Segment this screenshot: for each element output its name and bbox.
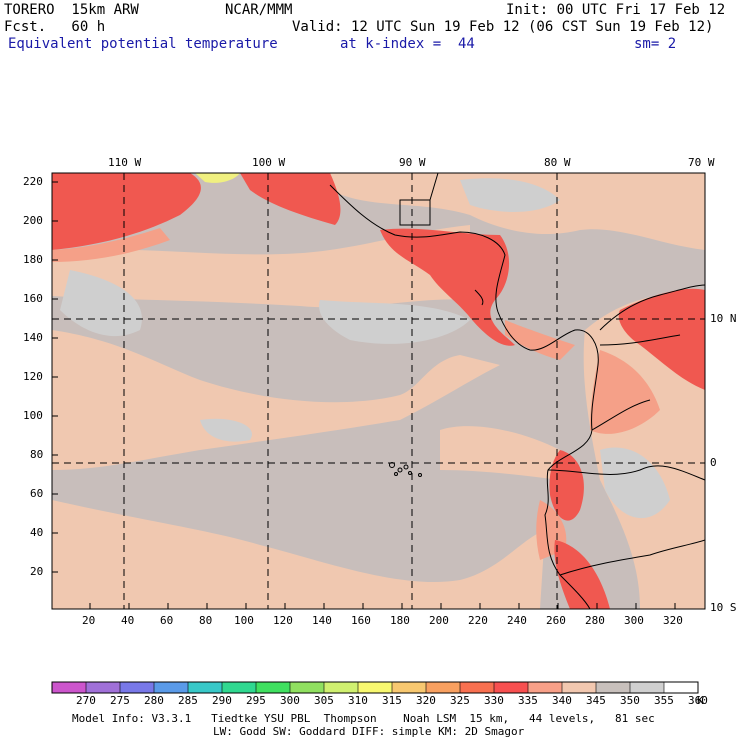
lat-label-10s: 10 S: [710, 601, 737, 614]
field-name: Equivalent potential temperature: [8, 36, 278, 52]
k-index: at k-index = 44: [340, 36, 475, 52]
colorbar-swatch: [324, 682, 359, 693]
y-tick: 200: [23, 214, 43, 227]
x-tick: 60: [160, 614, 174, 627]
y-tick: 80: [30, 448, 44, 461]
colorbar-label: 315: [382, 694, 402, 707]
colorbar-label: 275: [110, 694, 130, 707]
x-tick: 80: [199, 614, 213, 627]
coastlines: [329, 173, 705, 609]
y-tick: 220: [23, 175, 43, 188]
lon-label-110w: 110 W: [108, 156, 142, 169]
colorbar-label: 290: [212, 694, 232, 707]
x-tick: 160: [351, 614, 371, 627]
x-tick: 280: [585, 614, 605, 627]
valid-time: Valid: 12 UTC Sun 19 Feb 12 (06 CST Sun …: [292, 19, 714, 35]
lon-label-70w: 70 W: [688, 156, 715, 169]
colorbar-swatch: [290, 682, 325, 693]
colorbar-swatch: [52, 682, 87, 693]
x-tick: 260: [546, 614, 566, 627]
colorbar-swatch: [392, 682, 427, 693]
model-title: TORERO 15km ARW: [4, 2, 139, 18]
colorbar-swatch: [154, 682, 189, 693]
colorbar-label: 335: [518, 694, 538, 707]
colorbar-swatch: [358, 682, 393, 693]
y-tick: 140: [23, 331, 43, 344]
y-tick: 100: [23, 409, 43, 422]
colorbar-label: 305: [314, 694, 334, 707]
colorbar: [51, 681, 699, 694]
colorbar-swatch: [86, 682, 121, 693]
init-time: Init: 00 UTC Fri 17 Feb 12: [506, 2, 726, 18]
y-tick: 120: [23, 370, 43, 383]
colorbar-label: 270: [76, 694, 96, 707]
colorbar-swatch: [528, 682, 563, 693]
colorbar-swatch: [222, 682, 257, 693]
colorbar-swatch: [596, 682, 631, 693]
x-tick: 120: [273, 614, 293, 627]
x-tick: 220: [468, 614, 488, 627]
colorbar-label: 360: [688, 694, 708, 707]
x-tick: 20: [82, 614, 96, 627]
colorbar-label: 285: [178, 694, 198, 707]
y-tick: 180: [23, 253, 43, 266]
smoothing: sm= 2: [634, 36, 677, 52]
colorbar-label: 340: [552, 694, 572, 707]
lon-label-90w: 90 W: [399, 156, 426, 169]
colorbar-swatch: [426, 682, 461, 693]
x-tick: 40: [121, 614, 135, 627]
map-frame: [51, 172, 706, 610]
field-shading: [52, 173, 705, 609]
colorbar-label: 300: [280, 694, 300, 707]
colorbar-label: 345: [586, 694, 606, 707]
colorbar-frame: [51, 681, 699, 694]
lon-label-100w: 100 W: [252, 156, 286, 169]
colorbar-label: 350: [620, 694, 640, 707]
x-tick: 100: [234, 614, 254, 627]
colorbar-label: 280: [144, 694, 164, 707]
y-tick: 60: [30, 487, 44, 500]
colorbar-unit: K: [697, 694, 704, 707]
y-tick: 160: [23, 292, 43, 305]
colorbar-label: 320: [416, 694, 436, 707]
colorbar-swatch: [494, 682, 529, 693]
x-tick: 240: [507, 614, 527, 627]
colorbar-swatch: [562, 682, 597, 693]
axis-ticks: [52, 181, 676, 609]
center-label: NCAR/MMM: [225, 2, 293, 18]
lat-label-0: 0: [710, 456, 717, 469]
forecast-hour: Fcst. 60 h: [4, 19, 106, 35]
x-tick: 300: [624, 614, 644, 627]
x-tick: 140: [312, 614, 332, 627]
y-tick: 20: [30, 565, 44, 578]
colorbar-label: 295: [246, 694, 266, 707]
colorbar-swatch: [120, 682, 155, 693]
colorbar-swatch: [256, 682, 291, 693]
y-tick: 40: [30, 526, 44, 539]
colorbar-label: 310: [348, 694, 368, 707]
model-info: Model Info: V3.3.1 Tiedtke YSU PBL Thomp…: [72, 712, 655, 725]
lat-label-10n: 10 N: [710, 312, 737, 325]
x-tick: 180: [390, 614, 410, 627]
colorbar-swatch: [664, 682, 699, 693]
colorbar-label: 355: [654, 694, 674, 707]
graticule: [52, 173, 705, 609]
colorbar-swatch: [188, 682, 223, 693]
physics-info: LW: Godd SW: Goddard DIFF: simple KM: 2D…: [213, 725, 525, 738]
lon-label-80w: 80 W: [544, 156, 571, 169]
colorbar-swatch: [460, 682, 495, 693]
x-tick: 200: [429, 614, 449, 627]
colorbar-label: 330: [484, 694, 504, 707]
colorbar-swatch: [630, 682, 665, 693]
x-tick: 320: [663, 614, 683, 627]
colorbar-label: 325: [450, 694, 470, 707]
